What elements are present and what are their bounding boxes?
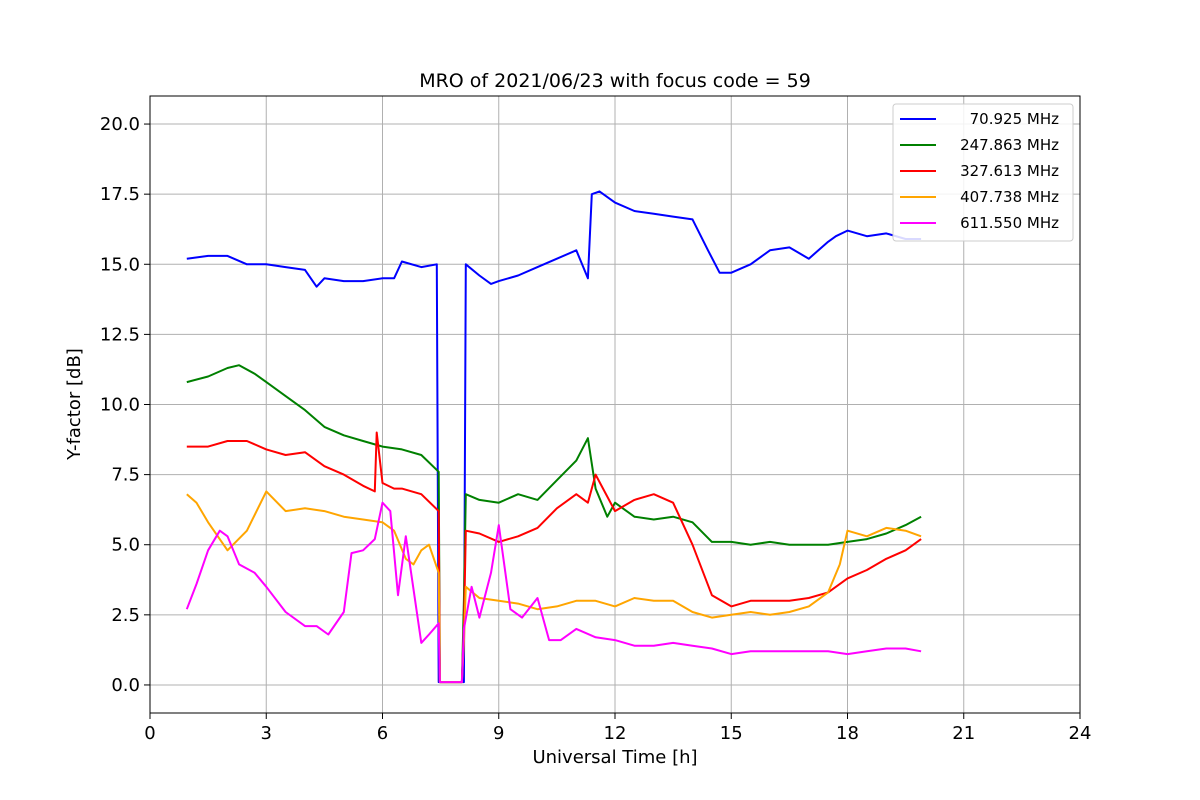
legend-entry-label: 407.738 MHz — [960, 188, 1059, 206]
legend-entry-label: 327.613 MHz — [960, 162, 1059, 180]
series-line-1 — [186, 190, 922, 684]
x-tick-label: 12 — [604, 723, 627, 744]
x-tick-label: 6 — [377, 723, 388, 744]
series-line-5 — [185, 501, 922, 684]
series-line-2 — [186, 364, 922, 684]
y-tick-label: 5.0 — [111, 535, 140, 556]
y-tick-label: 12.5 — [100, 324, 140, 345]
y-tick-label: 10.0 — [100, 395, 140, 416]
y-tick-label: 0.0 — [111, 675, 140, 696]
x-tick-label: 24 — [1069, 723, 1092, 744]
y-tick-label: 7.5 — [111, 465, 140, 486]
series-line-4 — [186, 490, 922, 684]
legend-entry-label: 247.863 MHz — [960, 136, 1059, 154]
x-tick-label: 21 — [952, 723, 975, 744]
series-line-3 — [186, 431, 922, 684]
y-tick-label: 20.0 — [100, 114, 140, 135]
x-tick-label: 3 — [261, 723, 272, 744]
y-axis-label: Y-factor [dB] — [64, 348, 85, 461]
tick-group: 0 3 6 9 12 15 18 21 24 0.0 2.5 5.0 7.5 10.0 12.5 15.0 17… — [100, 114, 1092, 744]
x-tick-label: 9 — [493, 723, 504, 744]
chart-title: MRO of 2021/06/23 with focus code = 59 — [419, 70, 811, 92]
x-tick-label: 0 — [144, 723, 155, 744]
legend: 70.925 MHz 247.863 MHz 327.613 MHz 407.738 … — [892, 103, 1074, 242]
x-tick-label: 18 — [836, 723, 859, 744]
series-group — [185, 190, 922, 684]
y-tick-label: 2.5 — [111, 605, 140, 626]
y-tick-label: 17.5 — [100, 184, 140, 205]
y-tick-label: 15.0 — [100, 254, 140, 275]
x-axis-label: Universal Time [h] — [532, 747, 697, 768]
legend-box — [892, 103, 1074, 242]
legend-entry-label: 70.925 MHz — [970, 110, 1059, 128]
x-tick-label: 15 — [720, 723, 743, 744]
legend-entry-label: 611.550 MHz — [960, 214, 1059, 232]
